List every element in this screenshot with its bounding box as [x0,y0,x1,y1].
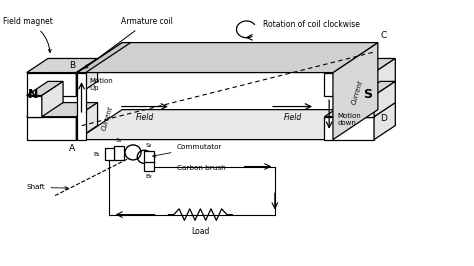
Polygon shape [114,146,124,160]
Polygon shape [359,81,395,95]
Text: Current: Current [351,80,364,106]
Polygon shape [333,43,378,140]
Text: Field: Field [136,113,154,122]
Polygon shape [324,117,374,140]
Polygon shape [27,117,76,140]
Text: Armature coil: Armature coil [85,17,173,68]
Polygon shape [77,43,378,73]
Polygon shape [324,59,395,73]
Text: Motion
Up: Motion Up [90,78,113,92]
Polygon shape [374,103,395,140]
Polygon shape [359,95,374,117]
Polygon shape [27,81,63,95]
Text: N: N [27,88,38,101]
Polygon shape [145,162,154,171]
Polygon shape [105,148,114,160]
Polygon shape [42,81,63,117]
Text: Load: Load [191,227,210,236]
Polygon shape [324,73,374,95]
Text: Shaft: Shaft [27,184,68,190]
Polygon shape [27,95,42,117]
Polygon shape [76,103,98,140]
Polygon shape [77,110,378,140]
Text: Motion
down: Motion down [337,113,361,126]
Text: Field: Field [283,113,302,122]
Text: Field magnet: Field magnet [3,17,53,52]
Polygon shape [324,103,395,117]
Text: Current: Current [101,105,114,131]
Text: B₁: B₁ [93,152,100,157]
Text: D: D [380,114,387,123]
Polygon shape [77,43,131,73]
Text: Carbon brush: Carbon brush [176,165,225,171]
Polygon shape [145,151,154,163]
Polygon shape [77,73,86,140]
Text: B: B [69,61,75,70]
Polygon shape [27,59,98,73]
Polygon shape [76,59,98,95]
Polygon shape [374,81,395,117]
Text: B₂: B₂ [146,174,153,178]
Text: S₂: S₂ [146,143,152,148]
Text: Rotation of coil clockwise: Rotation of coil clockwise [263,20,360,30]
Text: A: A [69,144,75,153]
Text: S₁: S₁ [115,138,121,143]
Text: S: S [364,88,373,101]
Polygon shape [374,59,395,95]
Text: Commutator: Commutator [153,144,222,157]
Polygon shape [27,103,98,117]
Text: C: C [380,31,386,40]
Polygon shape [27,73,76,95]
